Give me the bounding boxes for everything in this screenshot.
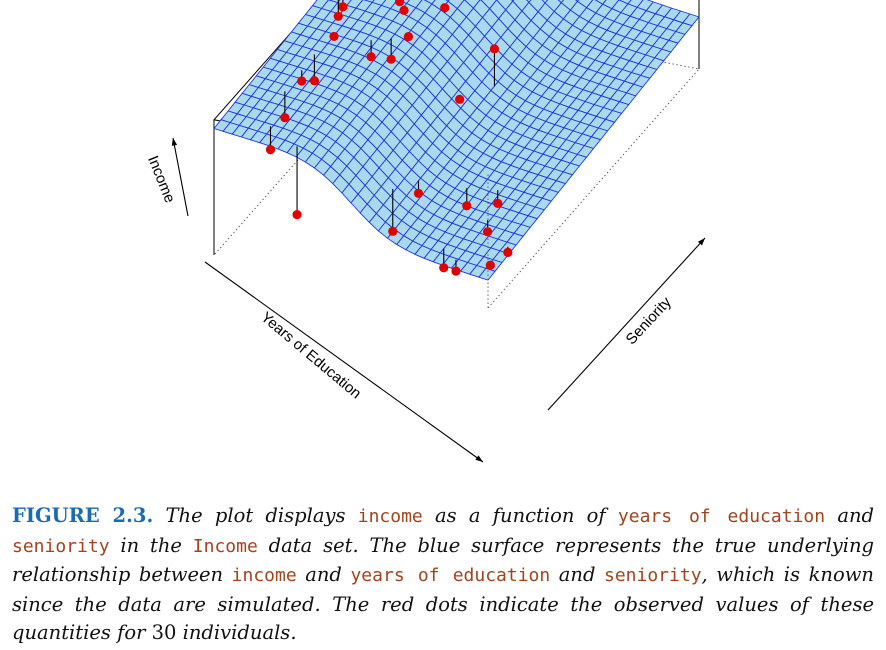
observation-point	[489, 44, 500, 54]
axis-arrow-seniority	[547, 237, 706, 411]
axis-arrow-income	[172, 137, 189, 217]
observation-point	[333, 11, 343, 21]
caption-code-seniority: seniority	[604, 565, 702, 586]
figure-3d-plot: Income Years of Education Seniority	[144, 0, 706, 463]
caption-text: and	[825, 504, 874, 527]
observation-point	[329, 31, 339, 42]
caption-text: and	[550, 563, 604, 586]
observation-point	[280, 113, 290, 123]
observation-point	[413, 188, 424, 198]
axis-label-income: Income	[144, 153, 178, 205]
surface-cell	[541, 0, 549, 4]
caption-code-income-dataset: Income	[192, 535, 258, 557]
surface-cell	[478, 267, 496, 281]
figure-label: FIGURE 2.3.	[12, 504, 154, 527]
caption-text: The plot displays	[153, 504, 358, 527]
caption-text: in the	[109, 533, 193, 557]
box-front-hidden-edge	[487, 68, 700, 309]
caption-code-years-of-education: years of education	[617, 506, 826, 527]
figure-caption: FIGURE 2.3. The plot displays income as …	[12, 502, 874, 648]
observation-point	[439, 263, 449, 273]
axis-label-seniority: Seniority	[623, 293, 676, 348]
observation-points	[265, 0, 513, 276]
observation-point	[292, 210, 302, 220]
axis-arrow-seniority-head	[697, 238, 705, 246]
observation-point	[338, 2, 348, 12]
observation-point	[386, 54, 396, 64]
observation-point	[388, 226, 398, 236]
observation-point	[403, 32, 414, 42]
axis-label-education: Years of Education	[257, 309, 364, 403]
caption-code-years-of-education: years of education	[350, 565, 551, 586]
axis-arrow-education	[204, 261, 484, 463]
caption-code-income: income	[231, 565, 297, 586]
observation-point	[366, 52, 376, 62]
observation-point	[462, 201, 472, 211]
caption-text: as a function of	[422, 504, 618, 527]
caption-text: and	[296, 563, 351, 586]
observation-point	[297, 76, 307, 86]
observation-point	[399, 5, 409, 15]
observation-point	[503, 247, 513, 258]
caption-text: individuals.	[176, 621, 297, 644]
bounding-box-front	[487, 68, 700, 309]
axis-arrow-education-head	[475, 455, 483, 462]
caption-text: data set. The blue surface represents th…	[12, 533, 874, 587]
axis-arrow-income-head	[171, 138, 178, 146]
observation-point	[485, 260, 495, 270]
caption-text: , which is known since the data are simu…	[12, 563, 874, 644]
caption-count: 30	[151, 621, 177, 644]
regression-surface	[213, 0, 700, 281]
caption-code-seniority: seniority	[12, 535, 110, 557]
observation-point	[395, 0, 405, 7]
observation-point	[265, 145, 276, 155]
observation-point	[493, 198, 503, 208]
observation-point	[455, 94, 465, 104]
observation-point	[309, 76, 319, 86]
plot-canvas: Income Years of Education Seniority	[144, 0, 706, 463]
observation-point	[451, 266, 461, 276]
caption-code-income: income	[357, 506, 423, 527]
observation-point	[440, 3, 450, 13]
